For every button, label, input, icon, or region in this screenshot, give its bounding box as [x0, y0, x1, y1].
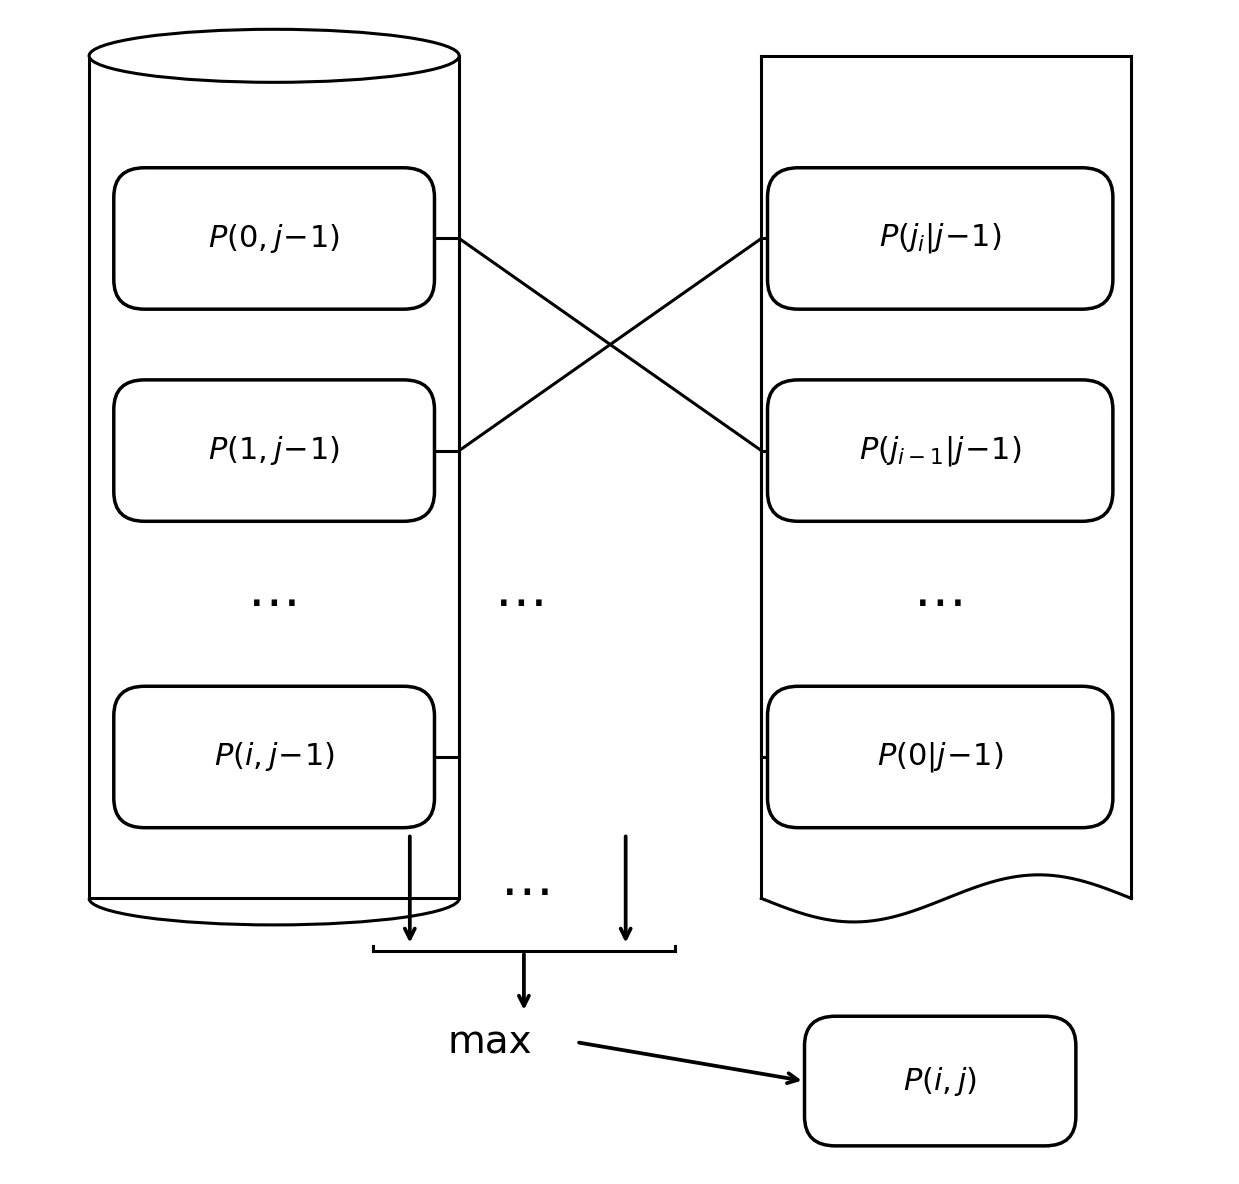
Text: $P(i,j)$: $P(i,j)$: [903, 1064, 978, 1098]
FancyBboxPatch shape: [767, 380, 1113, 521]
Polygon shape: [89, 56, 460, 899]
FancyBboxPatch shape: [767, 168, 1113, 309]
Text: $P(1,j\!-\!1)$: $P(1,j\!-\!1)$: [208, 435, 341, 466]
Text: $P(i,j\!-\!1)$: $P(i,j\!-\!1)$: [213, 740, 335, 773]
Text: $P(0|j\!-\!1)$: $P(0|j\!-\!1)$: [877, 740, 1004, 774]
Text: ⋯: ⋯: [248, 578, 301, 630]
FancyBboxPatch shape: [114, 687, 435, 828]
FancyBboxPatch shape: [804, 1016, 1075, 1146]
Text: ⋯: ⋯: [914, 578, 966, 630]
Text: $P(0,j\!-\!1)$: $P(0,j\!-\!1)$: [208, 221, 341, 255]
Text: max: max: [447, 1023, 533, 1061]
FancyBboxPatch shape: [114, 380, 435, 521]
Polygon shape: [761, 56, 1131, 899]
Ellipse shape: [89, 30, 460, 83]
Text: ⋯: ⋯: [494, 578, 548, 630]
Text: $P(j_i|j\!-\!1)$: $P(j_i|j\!-\!1)$: [878, 221, 1001, 256]
Text: ⋯: ⋯: [501, 867, 554, 919]
FancyBboxPatch shape: [114, 168, 435, 309]
Text: $P(j_{i-1}|j\!-\!1)$: $P(j_{i-1}|j\!-\!1)$: [859, 433, 1021, 468]
FancyBboxPatch shape: [767, 687, 1113, 828]
